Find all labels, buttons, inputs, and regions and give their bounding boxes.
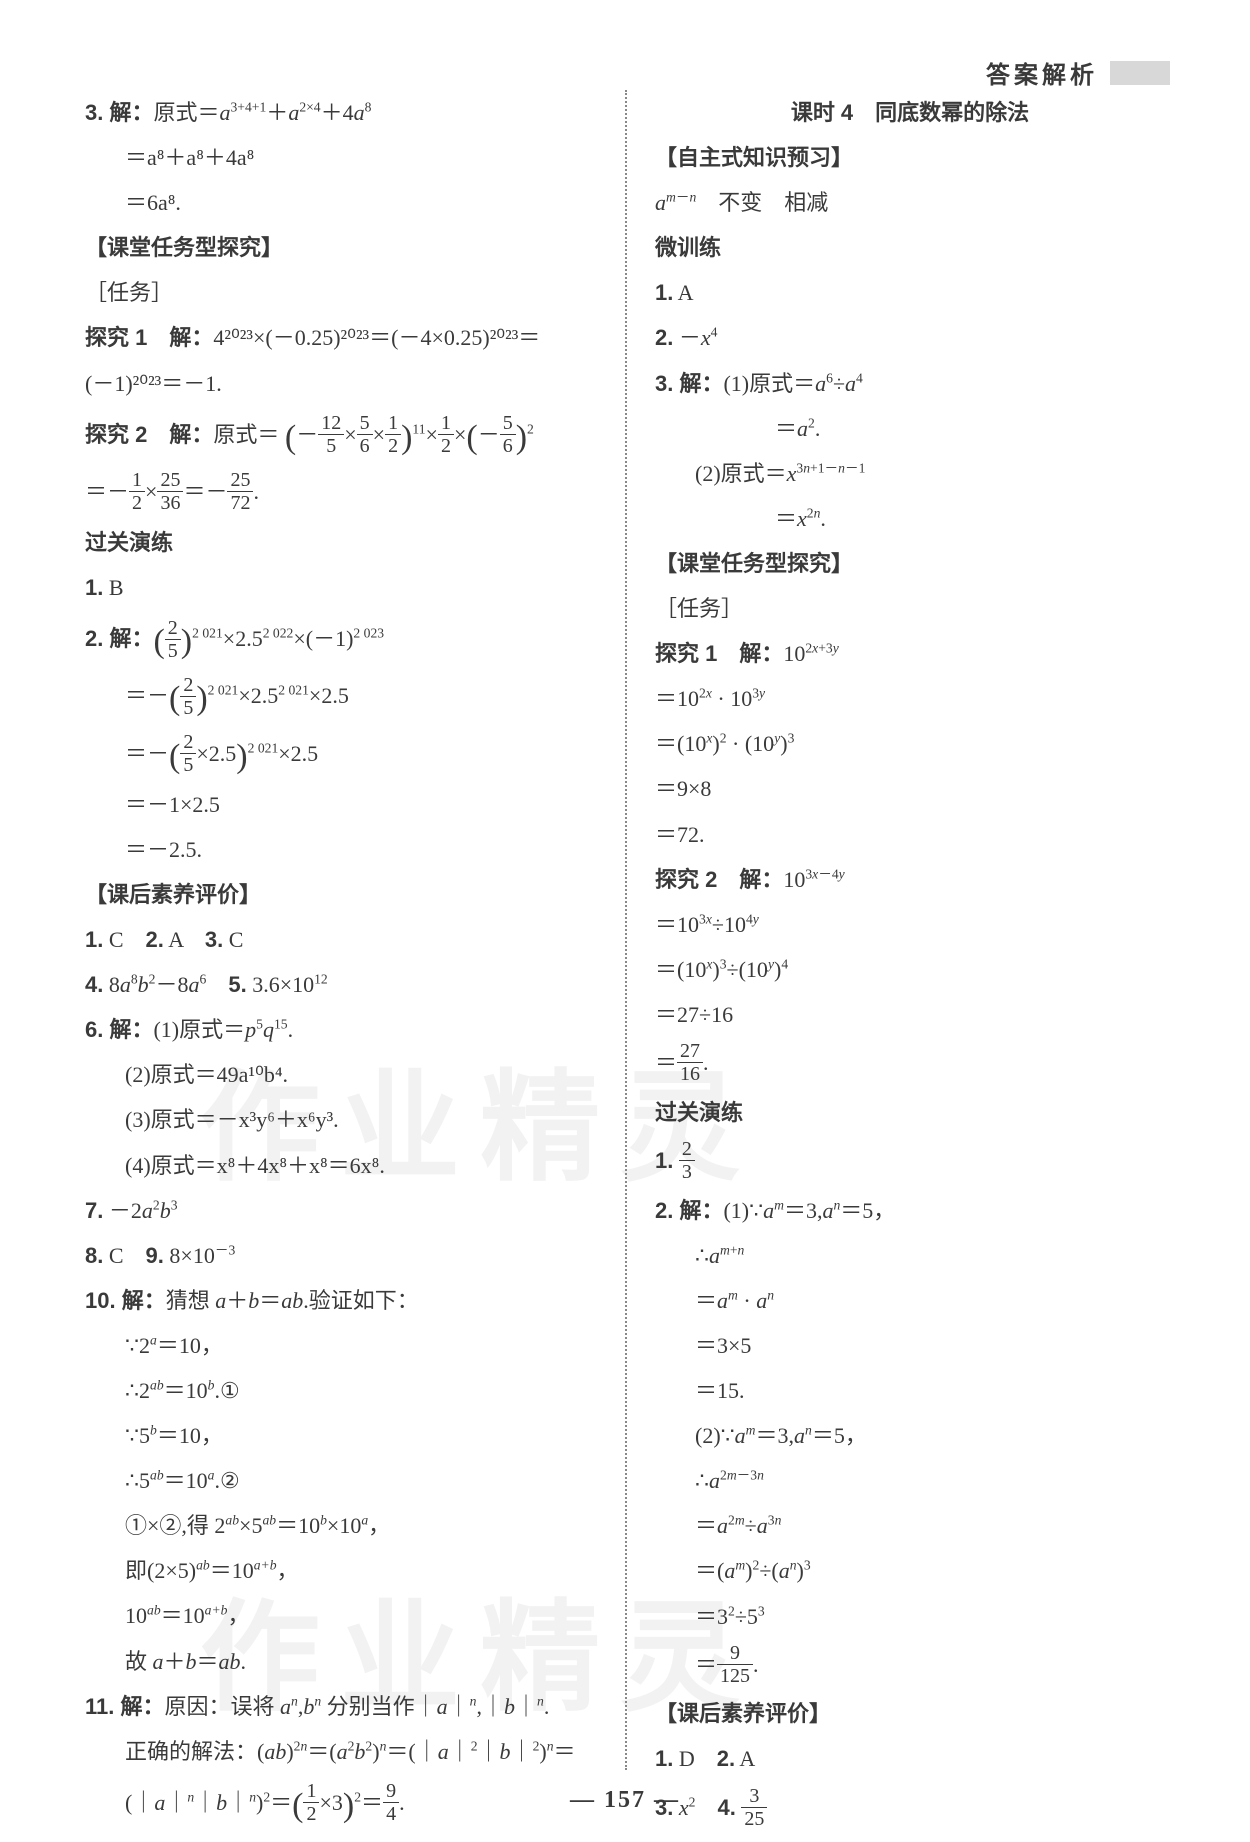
left-column: 3. 解：原式＝a3+4+1＋a2×4＋4a8 ＝a⁸＋a⁸＋4a⁸ ＝6a⁸.… [85, 90, 625, 1770]
section-heading: 【课堂任务型探究】 [655, 541, 1165, 586]
text-line: 即(2×5)ab＝10a+b， [85, 1548, 597, 1593]
text-line: ＝am · an [655, 1278, 1165, 1323]
text-line: 1. C 2. A 3. C [85, 917, 597, 962]
section-heading: 过关演练 [85, 520, 597, 565]
text-line: 1. B [85, 565, 597, 610]
text-line: (2)原式＝49a¹⁰b⁴. [85, 1052, 597, 1097]
text-line: (4)原式＝x⁸＋4x⁸＋x⁸＝6x⁸. [85, 1143, 597, 1188]
text-line: ＝x2n. [655, 496, 1165, 541]
text-line: ＝－12×2536＝－2572. [85, 463, 597, 520]
text-line: ＝32÷53 [655, 1594, 1165, 1639]
header-decor [1110, 61, 1170, 85]
text-line: 4. 8a8b2－8a6 5. 3.6×1012 [85, 962, 597, 1007]
text-line: ＝－(25×2.5)2 021×2.5 [85, 725, 597, 782]
text-line: ∴am+n [655, 1233, 1165, 1278]
text-line: 6. 解：(1)原式＝p5q15. [85, 1007, 597, 1052]
text-line: ∴5ab＝10a.② [85, 1458, 597, 1503]
text-line: ＝3×5 [655, 1323, 1165, 1368]
text-line: 探究 2 解：103x－4y [655, 857, 1165, 902]
text-line: 1. A [655, 270, 1165, 315]
text-line: ∴2ab＝10b.① [85, 1368, 597, 1413]
text-line: 11. 解：原因：误将 an,bn 分别当作｜a｜n,｜b｜n. [85, 1684, 597, 1729]
page-number: — 157 — [0, 1787, 1250, 1814]
text-line: ［任务］ [655, 586, 1165, 631]
header-title: 答案解析 [986, 55, 1098, 90]
text-line: ＝－1×2.5 [85, 782, 597, 827]
text-line: ＝a2. [655, 406, 1165, 451]
text-line: ＝6a⁸. [85, 180, 597, 225]
section-heading: 【课堂任务型探究】 [85, 225, 597, 270]
text-line: 2. 解：(1)∵am＝3,an＝5， [655, 1188, 1165, 1233]
text-line: 3. 解：(1)原式＝a6÷a4 [655, 361, 1165, 406]
text-line: (3)原式＝－x³y⁶＋x⁶y³. [85, 1097, 597, 1142]
text-line: ＝102x · 103y [655, 676, 1165, 721]
text-line: 3. 解：原式＝a3+4+1＋a2×4＋4a8 [85, 90, 597, 135]
text-line: 10. 解：猜想 a＋b＝ab.验证如下： [85, 1278, 597, 1323]
text-line: ＝9×8 [655, 766, 1165, 811]
text-line: (－1)²⁰²³＝－1. [85, 361, 597, 406]
text-line: ［任务］ [85, 270, 597, 315]
section-heading: 【课后素养评价】 [85, 872, 597, 917]
text-line: 1. 23 [655, 1135, 1165, 1188]
text-line: 2. 解：(25)2 021×2.52 022×(－1)2 023 [85, 610, 597, 667]
text-line: ＝(am)2÷(an)3 [655, 1548, 1165, 1593]
text-line: ＝103x÷104y [655, 902, 1165, 947]
text-line: 7. －2a2b3 [85, 1188, 597, 1233]
text-line: ∴a2m－3n [655, 1458, 1165, 1503]
text-line: ∵2a＝10， [85, 1323, 597, 1368]
text-line: ＝－2.5. [85, 827, 597, 872]
text-line: ＝(10x)2 · (10y)3 [655, 721, 1165, 766]
text-line: 正确的解法：(ab)2n＝(a2b2)n＝(｜a｜2｜b｜2)n＝ [85, 1729, 597, 1774]
text-line: ＝15. [655, 1368, 1165, 1413]
text-line: ①×②,得 2ab×5ab＝10b×10a， [85, 1503, 597, 1548]
text-line: ＝9125. [655, 1639, 1165, 1692]
text-line: (2)∵am＝3,an＝5， [655, 1413, 1165, 1458]
text-line: 10ab＝10a+b， [85, 1593, 597, 1638]
section-heading: 【课后素养评价】 [655, 1691, 1165, 1736]
text-line: 故 a＋b＝ab. [85, 1639, 597, 1684]
text-line: 探究 1 解：4²⁰²³×(－0.25)²⁰²³＝(－4×0.25)²⁰²³＝ [85, 315, 597, 360]
text-line: (2)原式＝x3n+1－n－1 [655, 451, 1165, 496]
text-line: ∵5b＝10， [85, 1413, 597, 1458]
text-line: ＝2716. [655, 1037, 1165, 1090]
text-line: 探究 2 解：原式＝ (－125×56×12)11×12×(－56)2 [85, 406, 597, 463]
right-column: 课时 4 同底数幂的除法 【自主式知识预习】 am－n 不变 相减 微训练 1.… [625, 90, 1165, 1770]
text-line: ＝72. [655, 812, 1165, 857]
section-heading: 【自主式知识预习】 [655, 135, 1165, 180]
text-line: ＝(10x)3÷(10y)4 [655, 947, 1165, 992]
page-header: 答案解析 [986, 55, 1170, 90]
text-line: ＝－(25)2 021×2.52 021×2.5 [85, 667, 597, 724]
content-columns: 3. 解：原式＝a3+4+1＋a2×4＋4a8 ＝a⁸＋a⁸＋4a⁸ ＝6a⁸.… [85, 90, 1165, 1770]
lesson-title: 课时 4 同底数幂的除法 [655, 90, 1165, 135]
text-line: 1. D 2. A [655, 1736, 1165, 1781]
text-line: 8. C 9. 8×10－3 [85, 1233, 597, 1278]
text-line: am－n 不变 相减 [655, 180, 1165, 225]
text-line: 2. －x4 [655, 315, 1165, 360]
text-line: 探究 1 解：102x+3y [655, 631, 1165, 676]
text-line: ＝27÷16 [655, 992, 1165, 1037]
text-line: ＝a2m÷a3n [655, 1503, 1165, 1548]
section-heading: 过关演练 [655, 1090, 1165, 1135]
section-heading: 微训练 [655, 225, 1165, 270]
text-line: ＝a⁸＋a⁸＋4a⁸ [85, 135, 597, 180]
